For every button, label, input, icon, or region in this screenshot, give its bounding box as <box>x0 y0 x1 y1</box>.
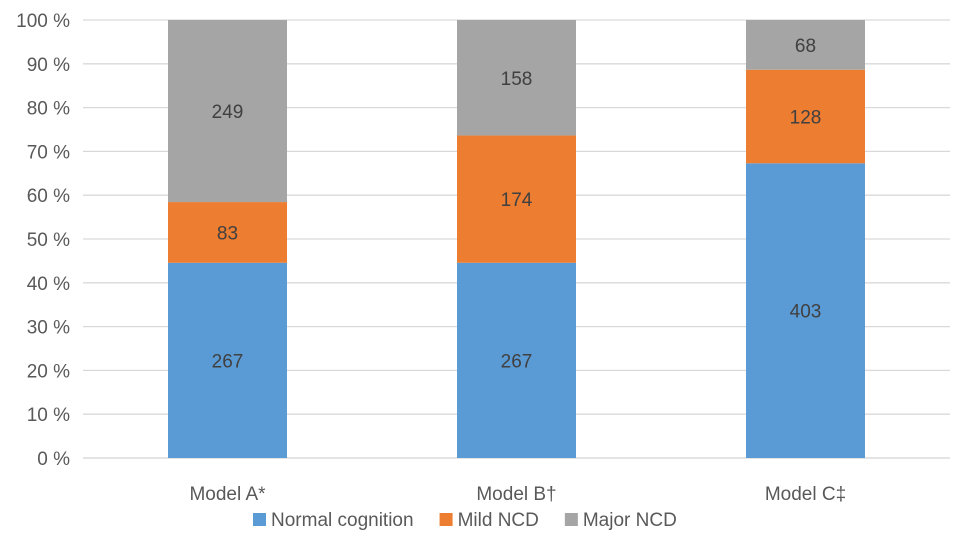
data-label: 128 <box>790 108 822 129</box>
legend-swatch <box>564 513 578 526</box>
y-tick-label: 30 % <box>27 318 70 339</box>
category-label: Model C‡ <box>765 484 846 505</box>
y-tick-label: 20 % <box>27 361 70 382</box>
y-tick-label: 70 % <box>27 142 70 163</box>
y-tick-label: 40 % <box>27 274 70 295</box>
data-label: 267 <box>212 351 244 372</box>
y-tick-label: 90 % <box>27 55 70 76</box>
bar-segment <box>457 262 576 458</box>
y-tick-label: 80 % <box>27 99 70 120</box>
legend-label: Mild NCD <box>458 510 539 531</box>
y-tick-label: 0 % <box>37 449 70 470</box>
bar-segment <box>168 20 287 203</box>
y-tick-label: 60 % <box>27 186 70 207</box>
legend-item: Major NCD <box>564 510 677 531</box>
data-label: 83 <box>217 223 238 244</box>
bar-segment <box>457 20 576 136</box>
category-label: Model A* <box>189 484 266 505</box>
bar-segment <box>168 202 287 263</box>
bar-segment <box>457 135 576 263</box>
bar-segment <box>168 262 287 458</box>
legend-label: Major NCD <box>583 510 677 531</box>
legend: Normal cognition Mild NCD Major NCD <box>253 510 677 531</box>
y-tick-label: 50 % <box>27 230 70 251</box>
data-labels: 267 83 249 267 174 158 403 128 68 <box>212 36 822 373</box>
data-label: 68 <box>795 36 816 57</box>
y-tick-label: 10 % <box>27 405 70 426</box>
y-tick-label: 100 % <box>16 11 70 32</box>
bar-segment <box>746 163 865 459</box>
y-axis: 0 % 10 % 20 % 30 % 40 % 50 % 60 % 70 % 80 % 90 % 1… <box>16 11 70 470</box>
legend-item: Mild NCD <box>439 510 539 531</box>
category-label: Model B† <box>476 484 556 505</box>
legend-swatch <box>439 513 453 526</box>
bar-segment <box>746 20 865 70</box>
data-label: 174 <box>501 190 533 211</box>
x-axis: Model A* Model B† Model C‡ <box>189 484 846 505</box>
legend-label: Normal cognition <box>271 510 414 531</box>
legend-item: Normal cognition <box>253 510 414 531</box>
bar-segment <box>746 69 865 164</box>
data-label: 249 <box>212 102 244 123</box>
data-label: 403 <box>790 302 822 323</box>
bars <box>168 20 865 459</box>
data-label: 158 <box>501 69 533 90</box>
legend-swatch <box>253 513 266 526</box>
data-label: 267 <box>501 351 533 372</box>
